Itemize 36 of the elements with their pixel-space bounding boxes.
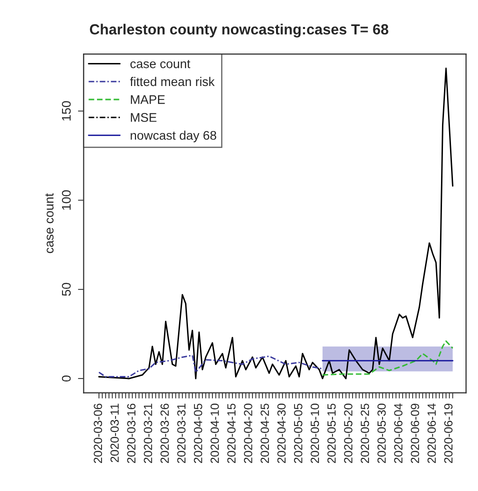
x-tick-label: 2020-05-15	[327, 404, 336, 464]
legend-label: nowcast day 68	[130, 130, 216, 142]
x-tick-label: 2020-03-06	[94, 404, 102, 464]
x-tick-label: 2020-04-25	[260, 404, 269, 464]
x-tick-label: 2020-05-10	[310, 404, 320, 464]
line-series	[98, 68, 454, 380]
legend-label: MAPE	[130, 95, 165, 104]
x-tick-label: 2020-06-04	[394, 404, 402, 464]
x-tick-label: 2020-03-16	[127, 404, 136, 464]
line-series	[98, 354, 324, 378]
x-tick-label: 2020-05-25	[360, 404, 370, 464]
x-tick-label: 2020-04-30	[277, 404, 286, 464]
y-tick-label: 150	[62, 101, 71, 121]
legend-label: MSE	[130, 113, 156, 122]
legend-label: case count	[130, 60, 190, 68]
legend-label: fitted mean risk	[130, 76, 215, 86]
x-tick-label: 2020-04-20	[244, 404, 252, 464]
line-series	[322, 340, 454, 376]
chart-title: Charleston county nowcasting:cases T= 68	[90, 24, 388, 38]
x-tick-label: 2020-03-31	[177, 404, 186, 464]
x-tick-label: 2020-04-10	[210, 404, 219, 464]
y-tick-label: 50	[62, 282, 71, 296]
x-tick-label: 2020-06-14	[427, 404, 436, 464]
x-tick-label: 2020-03-21	[144, 404, 152, 464]
y-axis-title: case count	[45, 193, 54, 254]
x-tick-label: 2020-04-15	[227, 404, 236, 464]
x-tick-label: 2020-03-11	[110, 404, 119, 462]
y-tick-label: 0	[62, 376, 71, 382]
x-tick-label: 2020-06-09	[410, 404, 420, 464]
x-tick-label: 2020-06-19	[444, 404, 453, 464]
x-tick-label: 2020-05-30	[377, 404, 386, 464]
x-tick-label: 2020-05-20	[344, 404, 352, 464]
x-tick-label: 2020-04-05	[194, 404, 202, 464]
x-tick-label: 2020-03-26	[160, 404, 169, 464]
x-tick-label: 2020-05-05	[294, 404, 302, 464]
y-tick-label: 100	[62, 190, 71, 210]
